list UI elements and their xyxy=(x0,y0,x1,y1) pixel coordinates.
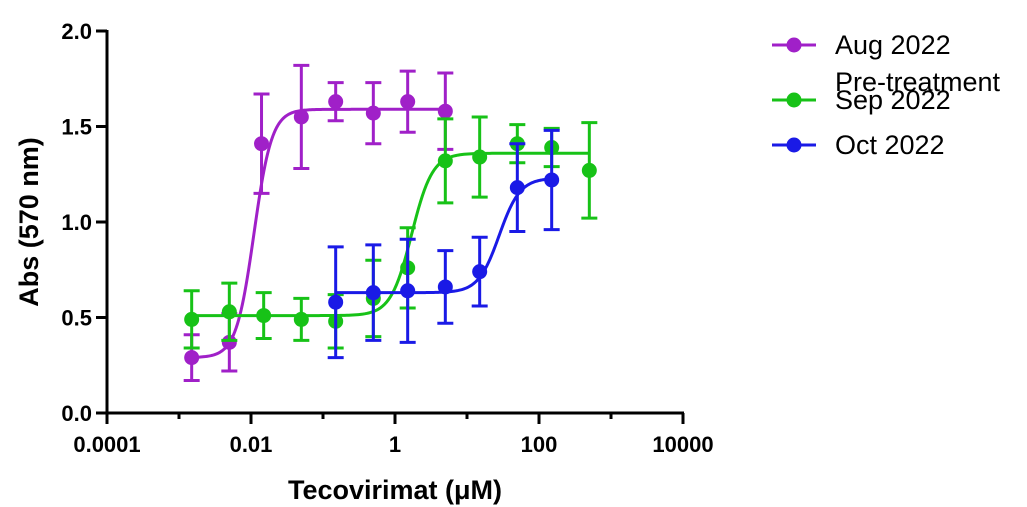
data-point xyxy=(293,311,309,327)
data-point xyxy=(437,279,453,295)
x-tick-label: 100 xyxy=(521,432,558,457)
legend-label: Pre-treatment xyxy=(835,67,1001,97)
data-point xyxy=(581,162,597,178)
legend-item: Sep 2022 xyxy=(772,85,951,115)
series-group xyxy=(183,115,598,350)
data-point xyxy=(509,180,525,196)
data-point xyxy=(472,264,488,280)
data-point xyxy=(472,149,488,165)
data-point xyxy=(328,94,344,110)
y-tick-label: 1.5 xyxy=(61,115,92,140)
data-point xyxy=(184,311,200,327)
y-tick-label: 2.0 xyxy=(61,19,92,44)
data-point xyxy=(256,308,272,324)
data-point xyxy=(400,283,416,299)
data-point xyxy=(254,136,270,152)
x-tick-label: 0.0001 xyxy=(73,432,140,457)
data-point xyxy=(293,109,309,125)
data-point xyxy=(184,350,200,366)
data-point xyxy=(221,334,237,350)
y-tick-label: 0.0 xyxy=(61,401,92,426)
legend-item: Oct 2022 xyxy=(772,130,945,160)
data-point xyxy=(365,285,381,301)
legend-swatch-marker xyxy=(786,37,802,53)
x-tick-label: 1 xyxy=(389,432,401,457)
fit-curve xyxy=(191,107,446,359)
data-point xyxy=(365,105,381,121)
data-point xyxy=(221,304,237,320)
y-tick-label: 0.5 xyxy=(61,306,92,331)
fit-curve xyxy=(335,177,552,295)
legend-item: Aug 2022 Pre-treatment xyxy=(772,30,1001,97)
y-axis-title: Abs (570 nm) xyxy=(14,137,44,307)
x-axis-title: Tecovirimat (μM) xyxy=(288,475,502,505)
series-group xyxy=(183,63,454,383)
data-point xyxy=(400,94,416,110)
legend-label: Oct 2022 xyxy=(835,130,945,160)
data-point xyxy=(437,103,453,119)
data-point xyxy=(544,172,560,188)
data-point xyxy=(328,294,344,310)
axes: 0.0 0.5 1.0 1.5 2.0 0.0001 0.01 1 100 10000 xyxy=(61,19,713,457)
legend-swatch-marker xyxy=(786,137,802,153)
legend-label: Aug 2022 xyxy=(835,30,951,60)
legend-label: Sep 2022 xyxy=(835,85,951,115)
plot-area xyxy=(183,63,598,383)
x-tick-label: 0.01 xyxy=(230,432,273,457)
y-tick-label: 1.0 xyxy=(61,210,92,235)
legend-swatch-marker xyxy=(786,92,802,108)
data-point xyxy=(437,153,453,169)
series-group xyxy=(327,128,560,360)
x-tick-label: 10000 xyxy=(652,432,713,457)
